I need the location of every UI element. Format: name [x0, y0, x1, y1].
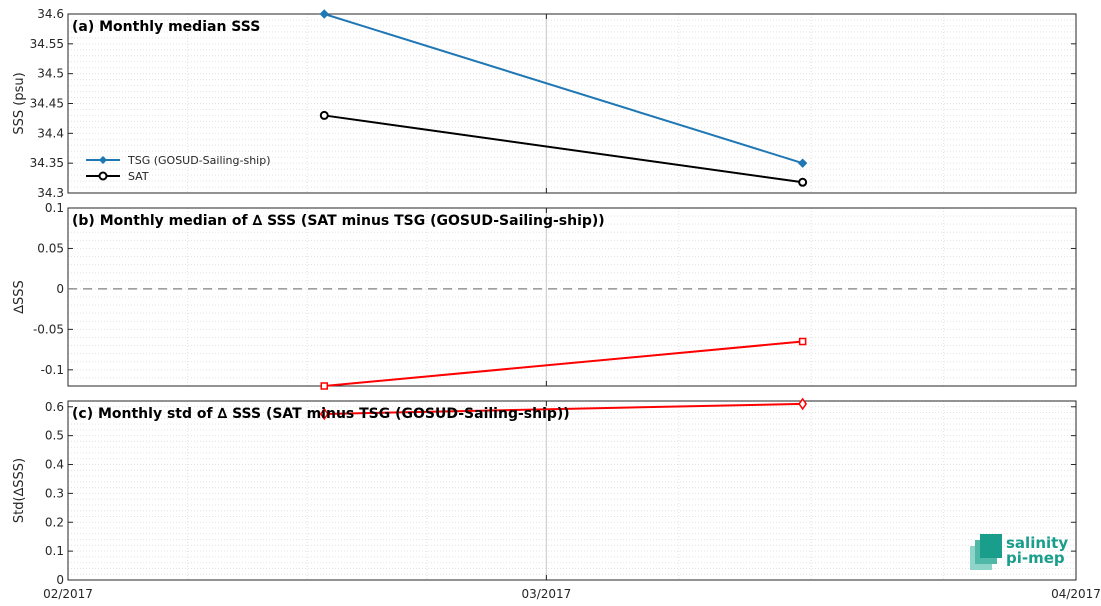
y-tick-label: -0.05: [33, 322, 64, 336]
axes-box: [67, 207, 1077, 387]
panel-title: (c) Monthly std of ∆ SSS (SAT minus TSG …: [72, 406, 570, 422]
y-axis-label: ∆SSS: [12, 280, 27, 314]
data-point: [798, 397, 808, 411]
legend: TSG (GOSUD-Sailing-ship) SAT: [86, 154, 271, 183]
y-tick-label: 34.45: [30, 97, 64, 111]
data-point: [319, 407, 329, 421]
y-tick-label: 34.6: [37, 7, 64, 21]
y-tick-label: 0.1: [45, 544, 64, 558]
data-point: [798, 177, 808, 187]
legend-marker: [99, 156, 107, 164]
y-axis-label: SSS (psu): [12, 72, 27, 134]
legend-marker: [98, 171, 108, 181]
y-tick-label: -0.1: [41, 363, 64, 377]
data-point: [319, 110, 329, 120]
y-tick-label: 0.6: [45, 400, 64, 414]
y-tick-label: 34.5: [37, 67, 64, 81]
x-tick-label: 04/2017: [1051, 587, 1101, 601]
data-point: [797, 158, 808, 168]
logo-text-pi-mep: pi-mep: [1006, 549, 1065, 567]
data-point: [320, 382, 329, 390]
y-tick-label: 0.05: [37, 241, 64, 255]
panel-b: -0.1 -0.05 0 0.05 0.1 ∆SSS (b) Monthly median …: [12, 201, 1077, 390]
y-tick-label: 0: [56, 573, 64, 587]
y-tick-label: 34.4: [37, 126, 64, 140]
y-tick-label: 34.3: [37, 186, 64, 200]
y-tick-label: 0.3: [45, 486, 64, 500]
data-point: [798, 337, 807, 346]
legend-label: TSG (GOSUD-Sailing-ship): [127, 154, 271, 167]
logo-text-salinity: salinity: [1006, 534, 1068, 552]
y-tick-label: 34.35: [30, 156, 64, 170]
y-tick-label: 34.55: [30, 37, 64, 51]
y-tick-label: 0.4: [45, 458, 64, 472]
x-tick-label: 03/2017: [521, 587, 571, 601]
data-point: [319, 9, 329, 19]
legend-label: SAT: [128, 170, 149, 183]
series-line: [323, 13, 803, 165]
panel-title: (a) Monthly median SSS: [72, 19, 260, 35]
logo-mark: [980, 534, 1002, 558]
series-line: [324, 114, 803, 184]
series-line: [324, 402, 803, 415]
panel-title: (b) Monthly median of ∆ SSS (SAT minus T…: [72, 213, 605, 229]
panel-a: 34.3 34.35 34.4 34.45 34.5 34.55 34.6 SSS (psu)…: [12, 7, 1077, 200]
y-tick-label: 0.1: [45, 201, 64, 215]
panel-c: 0 0.1 0.2 0.3 0.4 0.5 0.6 Std(∆SSS) (c) Monthly …: [12, 397, 1077, 587]
x-tick-label: 02/2017: [43, 587, 93, 601]
y-tick-label: 0: [56, 282, 64, 296]
axes-box: [67, 400, 1077, 581]
y-tick-label: 0.5: [45, 429, 64, 443]
y-tick-label: 0.2: [45, 515, 64, 529]
y-axis-label: Std(∆SSS): [12, 458, 27, 523]
series-line: [324, 340, 803, 387]
